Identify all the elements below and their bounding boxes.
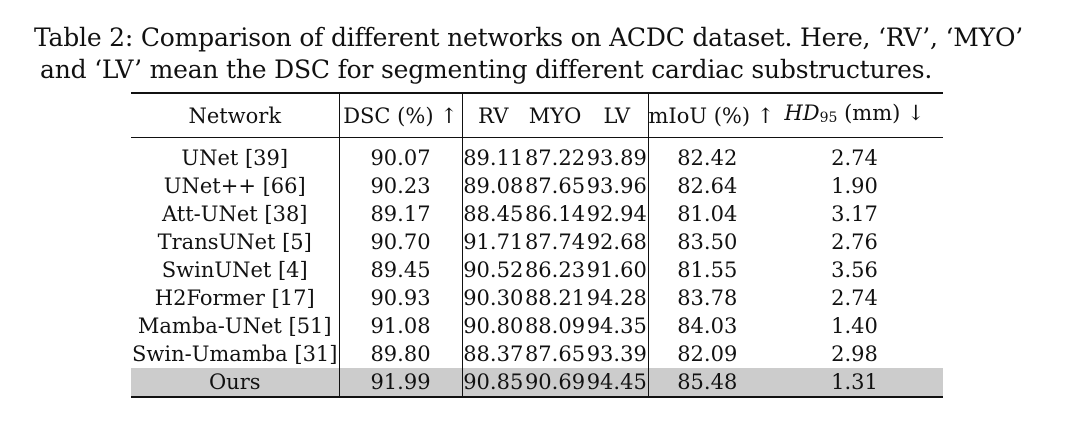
cell-rv: 89.08 — [461, 172, 524, 200]
cell-dsc: 90.93 — [338, 284, 462, 312]
cell-network: Mamba-UNet [51] — [137, 314, 332, 338]
cell-hd: 1.31 — [766, 368, 943, 398]
cell-rv: 90.85 — [461, 368, 524, 398]
cell-hd: 2.98 — [831, 342, 878, 366]
cell-hd: 1.40 — [831, 314, 878, 338]
header-hd-unit: (mm) ↓ — [837, 101, 925, 125]
cell-lv: 92.68 — [586, 230, 647, 254]
cell-rv: 90.52 — [461, 256, 524, 284]
header-hd95: HD95 (mm) ↓ — [766, 92, 943, 138]
cell-rv: 89.11 — [461, 137, 524, 172]
table-body: UNet [39] 90.07 89.11 87.22 93.89 82.42 2.74 UN… — [131, 137, 943, 398]
cell-miou: 83.78 — [647, 284, 766, 312]
cell-dsc: 90.07 — [338, 137, 462, 172]
header-hd-sub: 95 — [819, 110, 838, 126]
cell-network: SwinUNet [4] — [161, 258, 308, 282]
cell-rv: 90.30 — [461, 284, 524, 312]
cell-dsc: 90.70 — [338, 228, 462, 256]
cell-network: H2Former [17] — [154, 286, 315, 310]
cell-miou: 82.64 — [647, 172, 766, 200]
cell-dsc: 89.17 — [338, 200, 462, 228]
caption-line-2: and ‘LV’ mean the DSC for segmenting dif… — [40, 55, 933, 84]
cell-myo: 86.23 — [524, 258, 586, 282]
cell-miou: 81.04 — [647, 200, 766, 228]
header-lv: LV — [586, 92, 648, 138]
cell-myo: 87.22 — [524, 146, 586, 170]
table-row: UNet++ [66] 90.23 89.08 87.65 93.96 82.64 1.90 — [131, 172, 943, 200]
cell-network: Swin-Umamba [31] — [132, 342, 338, 366]
cell-myo: 86.14 — [524, 202, 586, 226]
table-header-row: Network DSC (%) ↑ RV MYO LV mIoU (%) ↑ H… — [131, 92, 943, 138]
cell-miou: 81.55 — [647, 256, 766, 284]
cell-miou: 83.50 — [647, 228, 766, 256]
header-miou: mIoU (%) ↑ — [647, 92, 774, 138]
cell-lv: 94.35 — [586, 314, 647, 338]
cell-miou: 84.03 — [647, 312, 766, 340]
cell-hd: 2.74 — [831, 146, 878, 170]
header-hd-main: HD — [784, 101, 820, 125]
header-myo: MYO — [524, 92, 586, 138]
cell-rv: 90.80 — [461, 312, 524, 340]
caption-line-1: Table 2: Comparison of different network… — [34, 23, 1024, 52]
cell-lv: 94.45 — [586, 368, 648, 398]
table-row: Mamba-UNet [51] 91.08 90.80 88.09 94.35 84.03… — [131, 312, 943, 340]
cell-hd: 1.90 — [831, 174, 878, 198]
cell-dsc: 89.80 — [338, 340, 462, 368]
cell-myo: 88.09 — [524, 314, 586, 338]
table-row-ours: Ours 91.99 90.85 90.69 94.45 85.48 1.31 — [131, 368, 943, 398]
table-caption: Table 2: Comparison of different network… — [34, 22, 1054, 86]
cell-myo: 87.74 — [524, 230, 586, 254]
cell-dsc: 91.99 — [338, 368, 462, 398]
cell-miou: 82.42 — [647, 137, 766, 172]
cell-dsc: 91.08 — [338, 312, 462, 340]
cell-network: Att-UNet [38] — [162, 202, 308, 226]
header-rv: RV — [461, 92, 524, 138]
cell-dsc: 89.45 — [338, 256, 462, 284]
cell-myo: 88.21 — [524, 286, 586, 310]
cell-network: TransUNet [5] — [157, 230, 312, 254]
results-table-container: Network DSC (%) ↑ RV MYO LV mIoU (%) ↑ H… — [131, 92, 943, 398]
cell-myo: 90.69 — [524, 368, 586, 398]
cell-miou: 82.09 — [647, 340, 766, 368]
cell-dsc: 90.23 — [338, 172, 462, 200]
cell-rv: 88.45 — [461, 200, 524, 228]
cell-lv: 93.89 — [586, 146, 647, 170]
table-row: Att-UNet [38] 89.17 88.45 86.14 92.94 81.04 3.… — [131, 200, 943, 228]
cell-network: UNet++ [66] — [163, 174, 306, 198]
table-row: UNet [39] 90.07 89.11 87.22 93.89 82.42 2.74 — [131, 137, 943, 172]
cell-lv: 94.28 — [586, 286, 647, 310]
table-row: SwinUNet [4] 89.45 90.52 86.23 91.60 81.55 3.5… — [131, 256, 943, 284]
header-dsc: DSC (%) ↑ — [338, 92, 462, 138]
cell-miou: 85.48 — [647, 368, 766, 398]
cell-myo: 87.65 — [524, 174, 586, 198]
cell-hd: 2.74 — [831, 286, 878, 310]
results-table: Network DSC (%) ↑ RV MYO LV mIoU (%) ↑ H… — [131, 92, 943, 398]
cell-lv: 93.96 — [586, 174, 647, 198]
cell-hd: 3.17 — [831, 202, 878, 226]
cell-rv: 91.71 — [461, 228, 524, 256]
table-row: H2Former [17] 90.93 90.30 88.21 94.28 83.78 2.… — [131, 284, 943, 312]
table-row: TransUNet [5] 90.70 91.71 87.74 92.68 83.50 2.… — [131, 228, 943, 256]
cell-myo: 87.65 — [524, 342, 586, 366]
cell-network: UNet [39] — [181, 146, 289, 170]
cell-rv: 88.37 — [461, 340, 524, 368]
cell-lv: 91.60 — [586, 258, 647, 282]
header-network: Network — [131, 92, 339, 138]
cell-network: Ours — [131, 368, 339, 398]
cell-hd: 2.76 — [831, 230, 878, 254]
cell-lv: 93.39 — [586, 342, 647, 366]
cell-hd: 3.56 — [831, 258, 878, 282]
cell-lv: 92.94 — [586, 202, 647, 226]
table-row: Swin-Umamba [31] 89.80 88.37 87.65 93.39 82.0… — [131, 340, 943, 368]
